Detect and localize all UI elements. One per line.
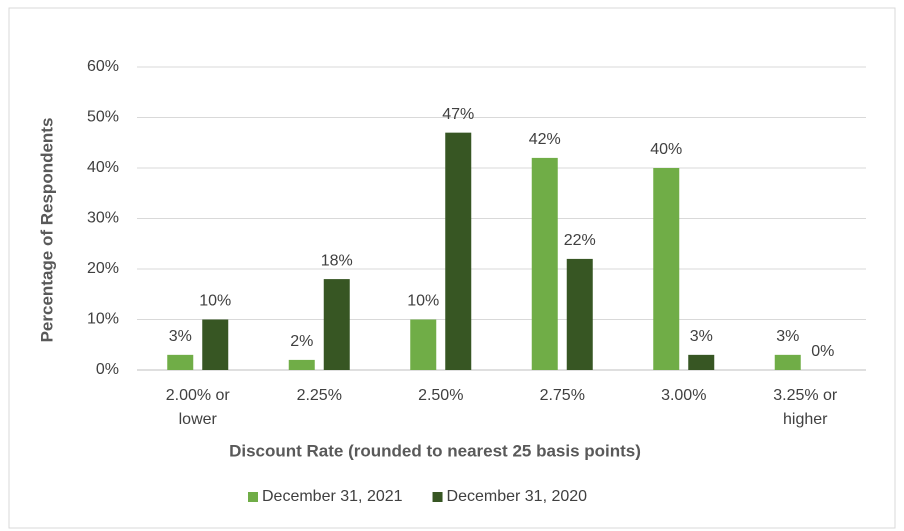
bar <box>202 319 229 370</box>
value-label: 3% <box>776 328 799 345</box>
bar <box>774 354 801 370</box>
bar <box>323 279 350 370</box>
x-axis-label: Discount Rate (rounded to nearest 25 bas… <box>229 441 641 460</box>
bar <box>167 354 194 370</box>
x-tick-label: 3.25% or higher <box>773 387 838 428</box>
y-tick-label: 60% <box>87 58 119 75</box>
x-tick-label: 2.50% <box>418 387 464 404</box>
legend-label: December 31, 2021 <box>262 488 403 505</box>
value-label: 10% <box>199 293 231 310</box>
bar <box>288 359 315 370</box>
bar <box>688 354 715 370</box>
value-label: 22% <box>564 232 596 249</box>
value-label: 3% <box>690 328 713 345</box>
x-tick-label: 3.00% <box>661 387 707 404</box>
value-label: 10% <box>407 293 439 310</box>
bar <box>653 168 680 370</box>
y-tick-label: 0% <box>96 361 119 378</box>
y-tick-label: 30% <box>87 210 119 227</box>
x-tick-label: 2.75% <box>539 387 585 404</box>
legend-label: December 31, 2020 <box>447 488 588 505</box>
x-tick-label: 2.25% <box>296 387 342 404</box>
legend-swatch <box>432 492 443 502</box>
bar <box>531 157 558 370</box>
y-tick-label: 20% <box>87 260 119 277</box>
bar <box>445 132 472 370</box>
value-label: 40% <box>650 141 682 158</box>
y-axis-label: Percentage of Respondents <box>37 118 56 343</box>
y-tick-label: 50% <box>87 109 119 126</box>
y-tick-label: 10% <box>87 311 119 328</box>
value-label: 18% <box>321 252 353 269</box>
x-tick-label: 2.00% or lower <box>165 387 230 428</box>
value-label: 2% <box>290 333 313 350</box>
value-label: 42% <box>529 131 561 148</box>
legend-swatch <box>248 492 258 502</box>
y-tick-label: 40% <box>87 159 119 176</box>
value-label: 3% <box>169 328 192 345</box>
value-label: 0% <box>811 343 834 360</box>
bar <box>410 319 437 370</box>
value-label: 47% <box>442 106 474 123</box>
bar <box>566 258 593 370</box>
